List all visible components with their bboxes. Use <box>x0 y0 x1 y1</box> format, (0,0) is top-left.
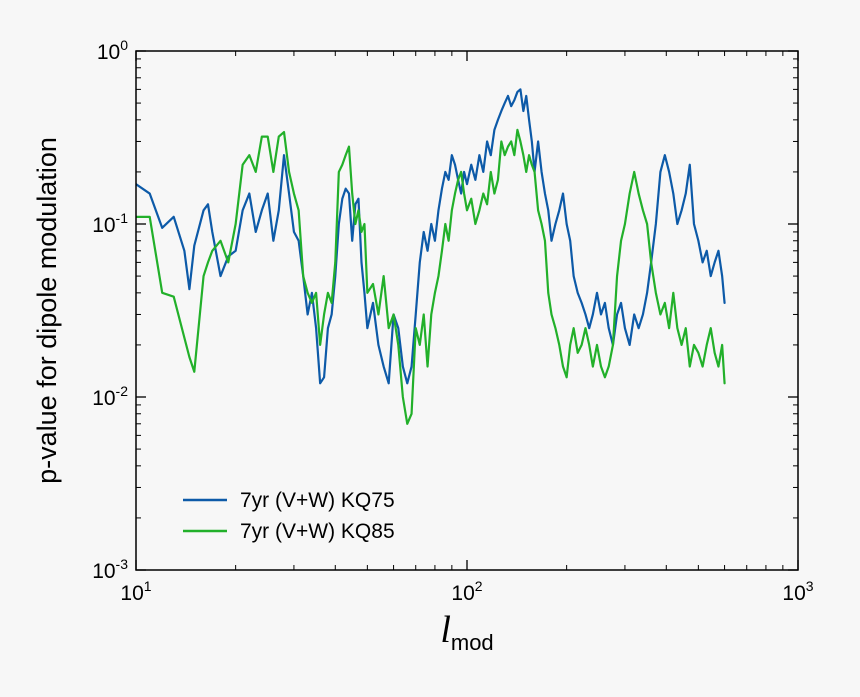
y-axis-title: p-value for dipole modulation <box>32 137 62 484</box>
y-tick-label: 10-3 <box>92 556 128 583</box>
plot-area-frame <box>135 50 799 571</box>
x-axis-title-sub: mod <box>451 630 494 655</box>
y-tick-label: 100 <box>97 37 128 64</box>
y-tick-label: 10-1 <box>92 210 128 237</box>
x-tick-label: 102 <box>451 578 482 605</box>
legend: 7yr (V+W) KQ75 7yr (V+W) KQ85 <box>183 489 395 543</box>
y-tick-label: 10-2 <box>92 383 128 410</box>
series-line-kq75 <box>136 88 726 385</box>
x-tick-label: 101 <box>120 578 151 605</box>
x-tick-label: 103 <box>782 578 813 605</box>
legend-label: 7yr (V+W) KQ75 <box>240 489 395 512</box>
x-axis-title: lmod <box>440 609 493 655</box>
series-layer <box>136 88 726 425</box>
x-axis-title-main: l <box>440 609 451 651</box>
series-line-kq85 <box>136 128 726 425</box>
legend-label: 7yr (V+W) KQ85 <box>240 520 395 543</box>
